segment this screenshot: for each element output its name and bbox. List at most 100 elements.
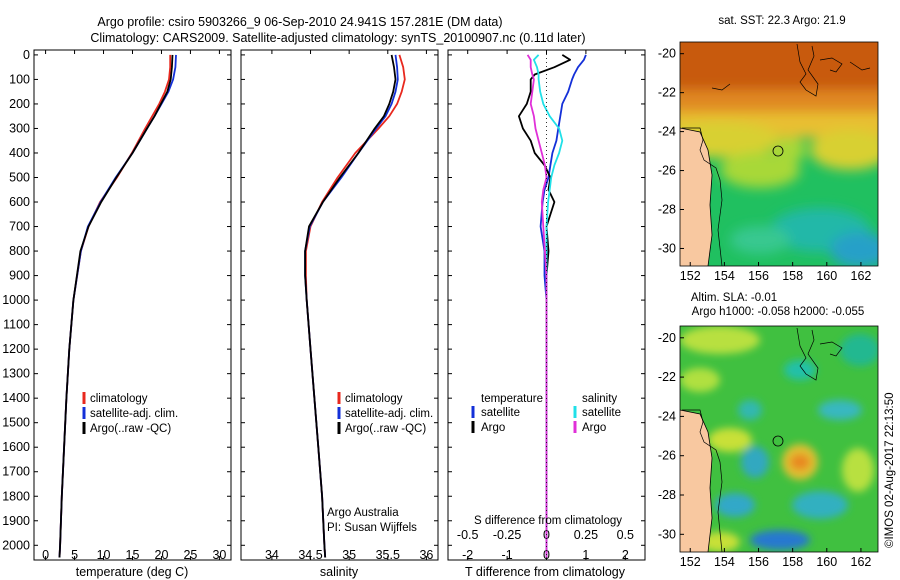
depth-tick-label: 1200 bbox=[2, 342, 30, 356]
legend-label: satellite-adj. clim. bbox=[90, 408, 178, 420]
sst-map bbox=[680, 42, 878, 266]
series-line-salinity-argo bbox=[526, 54, 548, 558]
legend-label: climatology bbox=[90, 393, 148, 405]
depth-tick-label: 200 bbox=[9, 97, 30, 111]
legend-label: Argo(..raw -QC) bbox=[345, 423, 426, 435]
series-line-satellite-adj-clim- bbox=[58, 54, 177, 558]
diff-legend: temperature salinity satellite Argo sate… bbox=[471, 393, 621, 434]
x-tick-label: 0.5 bbox=[617, 528, 634, 542]
x-tick-label: 0 bbox=[42, 548, 49, 562]
legend-label: climatology bbox=[345, 393, 403, 405]
sal-xlabel: salinity bbox=[320, 565, 359, 579]
series-line-temperature-argo bbox=[518, 54, 571, 558]
x-tick-label: 1 bbox=[582, 548, 589, 562]
credit-line-1: Argo Australia bbox=[327, 507, 399, 519]
series-line-climatology bbox=[58, 54, 172, 558]
x-tick-label: 0.25 bbox=[574, 528, 598, 542]
map-y-tick-label: -28 bbox=[658, 488, 676, 502]
map-y-tick-label: -30 bbox=[658, 527, 676, 541]
depth-tick-label: 1000 bbox=[2, 293, 30, 307]
sal-profile-lines bbox=[304, 54, 406, 558]
x-tick-label: 34.5 bbox=[298, 548, 322, 562]
map-x-tick-label: 152 bbox=[680, 269, 701, 283]
depth-tick-label: 900 bbox=[9, 269, 30, 283]
imos-stamp: ©IMOS 02-Aug-2017 22:13:50 bbox=[884, 392, 896, 548]
map-x-tick-label: 158 bbox=[782, 269, 803, 283]
map-y-tick-label: -28 bbox=[658, 203, 676, 217]
sla-map-title-2: Argo h1000: -0.058 h2000: -0.055 bbox=[692, 306, 865, 318]
depth-tick-label: 100 bbox=[9, 72, 30, 86]
x-tick-label: 20 bbox=[155, 548, 169, 562]
sal-legend: climatology satellite-adj. clim. Argo(..… bbox=[337, 392, 433, 435]
legend-t-title: temperature bbox=[481, 393, 543, 405]
x-tick-label: 15 bbox=[126, 548, 140, 562]
legend-label: satellite bbox=[481, 407, 520, 419]
temp-xlabel: temperature (deg C) bbox=[76, 565, 189, 579]
map-y-tick-label: -26 bbox=[658, 164, 676, 178]
legend-s-title: salinity bbox=[582, 393, 617, 405]
map-x-tick-label: 162 bbox=[851, 269, 872, 283]
temp-panel-frame bbox=[33, 49, 232, 561]
map-x-tick-label: 160 bbox=[816, 269, 837, 283]
sla-map-title-1: Altim. SLA: -0.01 bbox=[691, 292, 777, 304]
depth-tick-label: 1800 bbox=[2, 489, 30, 503]
map-x-tick-label: 162 bbox=[851, 555, 872, 569]
depth-tick-label: 700 bbox=[9, 220, 30, 234]
legend-label: Argo bbox=[582, 422, 606, 434]
x-tick-label: 10 bbox=[97, 548, 111, 562]
series-line-satellite-adj-clim- bbox=[304, 54, 399, 558]
x-tick-label: 25 bbox=[183, 548, 197, 562]
map-y-tick-label: -20 bbox=[658, 47, 676, 61]
map-y-tick-label: -30 bbox=[658, 241, 676, 255]
map-x-tick-label: 154 bbox=[714, 555, 735, 569]
legend-label: satellite bbox=[582, 407, 621, 419]
map-y-tick-label: -24 bbox=[658, 409, 676, 423]
depth-tick-label: 1100 bbox=[3, 318, 30, 332]
depth-axis-labels: 0 100 200 300 400 500 600 700 800 900 1000 1100 1200… bbox=[2, 48, 30, 552]
temp-profile-lines bbox=[58, 54, 177, 558]
diff-xlabel-top: S difference from climatology bbox=[474, 515, 622, 527]
x-tick-label: -1 bbox=[502, 548, 513, 562]
sst-map-title: sat. SST: 22.3 Argo: 21.9 bbox=[718, 15, 845, 27]
x-tick-label: -0.5 bbox=[457, 528, 479, 542]
map-x-tick-label: 156 bbox=[748, 555, 769, 569]
depth-tick-label: 1400 bbox=[2, 391, 30, 405]
map-y-tick-label: -22 bbox=[658, 370, 676, 384]
map-y-tick-label: -20 bbox=[658, 331, 676, 345]
map-y-tick-label: -26 bbox=[658, 449, 676, 463]
sla-map-frame bbox=[679, 325, 879, 553]
map-x-tick-label: 158 bbox=[782, 555, 803, 569]
diff-xlabel-bottom: T difference from climatology bbox=[465, 565, 626, 579]
temp-legend: climatology satellite-adj. clim. Argo(..… bbox=[82, 392, 178, 435]
x-tick-label: 34 bbox=[265, 548, 279, 562]
map-x-tick-label: 152 bbox=[680, 555, 701, 569]
depth-tick-label: 400 bbox=[9, 146, 30, 160]
x-tick-label: 30 bbox=[212, 548, 226, 562]
x-tick-label: -0.25 bbox=[493, 528, 522, 542]
depth-tick-label: 300 bbox=[9, 121, 30, 135]
legend-label: satellite-adj. clim. bbox=[345, 408, 433, 420]
map-x-tick-label: 154 bbox=[714, 269, 735, 283]
depth-tick-label: 800 bbox=[9, 244, 30, 258]
map-y-tick-label: -22 bbox=[658, 86, 676, 100]
depth-tick-label: 500 bbox=[9, 171, 30, 185]
depth-tick-label: 1600 bbox=[2, 440, 30, 454]
depth-tick-label: 2000 bbox=[2, 538, 30, 552]
depth-tick-label: 0 bbox=[23, 48, 30, 62]
legend-label: Argo(..raw -QC) bbox=[90, 423, 171, 435]
x-tick-label: 36 bbox=[419, 548, 433, 562]
diff-profile-lines bbox=[518, 50, 587, 560]
title-line-1: Argo profile: csiro 5903266_9 06-Sep-201… bbox=[97, 15, 502, 29]
depth-tick-label: 600 bbox=[9, 195, 30, 209]
x-tick-label: 35 bbox=[342, 548, 356, 562]
depth-tick-label: 1500 bbox=[2, 416, 30, 430]
title-line-2: Climatology: CARS2009. Satellite-adjuste… bbox=[90, 31, 585, 45]
series-line-argo-raw-qc- bbox=[304, 54, 397, 558]
sst-map-frame bbox=[679, 41, 879, 267]
depth-tick-label: 1900 bbox=[2, 514, 30, 528]
x-tick-label: 35.5 bbox=[376, 548, 400, 562]
sla-map bbox=[680, 326, 878, 552]
sal-panel-frame bbox=[240, 49, 439, 561]
x-tick-label: 5 bbox=[71, 548, 78, 562]
